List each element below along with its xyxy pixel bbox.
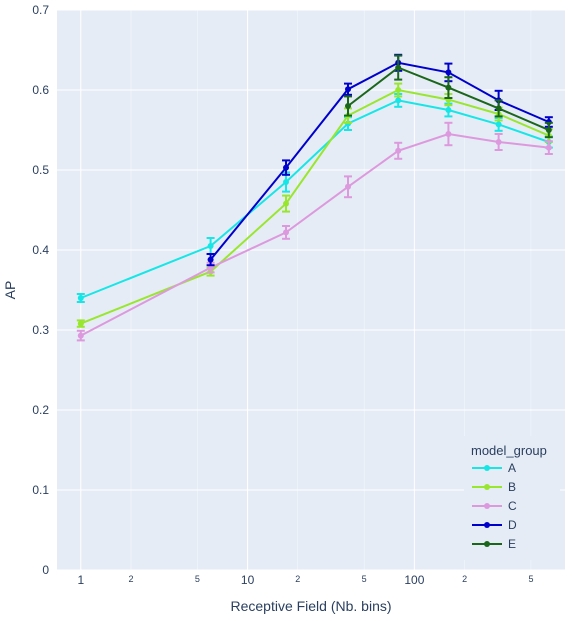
- data-point: [283, 229, 290, 236]
- legend-item-A[interactable]: A: [472, 461, 516, 475]
- x-minor-tick-label: 2: [295, 574, 300, 584]
- x-axis-title: Receptive Field (Nb. bins): [230, 598, 391, 614]
- data-point: [207, 256, 214, 263]
- legend-label: D: [508, 518, 517, 532]
- x-minor-tick-label: 5: [362, 574, 367, 584]
- x-axis-ticks: 1 10 100 2 5 2 5 2 5: [77, 573, 533, 587]
- x-minor-tick-label: 5: [528, 574, 533, 584]
- data-point: [283, 200, 290, 207]
- series-line-B: [80, 88, 550, 325]
- legend-item-B[interactable]: B: [472, 480, 516, 494]
- data-point: [77, 332, 84, 339]
- grid-lines: [57, 9, 565, 571]
- data-point: [545, 144, 552, 151]
- data-point: [495, 139, 502, 145]
- y-tick-label: 0.4: [32, 243, 49, 257]
- legend-swatch-marker: [484, 484, 490, 490]
- data-point: [283, 179, 290, 185]
- data-point: [445, 107, 452, 113]
- data-point: [345, 86, 352, 93]
- data-point: [445, 131, 452, 137]
- x-minor-tick-label: 2: [462, 574, 467, 584]
- data-point: [495, 121, 502, 128]
- series-E: [344, 54, 553, 139]
- legend-item-E[interactable]: E: [472, 537, 516, 551]
- y-axis-title: AP: [2, 281, 18, 300]
- x-tick-label: 10: [241, 573, 255, 587]
- data-point: [345, 183, 352, 190]
- data-point: [345, 103, 352, 109]
- data-series: [76, 53, 553, 342]
- legend-title: model_group: [471, 443, 547, 458]
- data-point: [283, 164, 290, 171]
- y-tick-label: 0.3: [32, 323, 49, 337]
- legend-box: [464, 436, 560, 560]
- data-point: [545, 127, 552, 133]
- series-C: [76, 121, 553, 342]
- legend-label: E: [508, 537, 516, 551]
- y-tick-label: 0.5: [32, 163, 49, 177]
- legend-swatch-marker: [484, 503, 490, 509]
- data-point: [395, 64, 402, 71]
- y-tick-label: 0: [42, 563, 49, 577]
- y-tick-label: 0.1: [32, 483, 49, 497]
- legend-label: B: [508, 480, 516, 494]
- y-tick-label: 0.2: [32, 403, 49, 417]
- data-point: [445, 84, 452, 91]
- legend-label: A: [508, 461, 516, 475]
- legend-swatch-marker: [484, 541, 490, 547]
- series-line-A: [80, 99, 550, 299]
- legend-item-D[interactable]: D: [472, 518, 517, 532]
- x-tick-label: 1: [77, 573, 84, 587]
- data-point: [77, 320, 84, 327]
- legend-item-C[interactable]: C: [472, 499, 517, 513]
- legend-swatch-marker: [484, 465, 490, 471]
- data-point: [77, 295, 84, 301]
- data-point: [495, 105, 502, 112]
- data-point: [395, 97, 402, 104]
- data-point: [395, 147, 402, 154]
- data-point: [207, 243, 214, 249]
- legend-swatch-marker: [484, 522, 490, 528]
- y-tick-label: 0.6: [32, 83, 49, 97]
- x-minor-tick-label: 5: [195, 574, 200, 584]
- data-point: [395, 87, 402, 93]
- legend-label: C: [508, 499, 517, 513]
- x-minor-tick-label: 2: [128, 574, 133, 584]
- y-tick-label: 0.7: [32, 3, 49, 17]
- x-tick-label: 100: [404, 573, 424, 587]
- series-line-C: [80, 132, 549, 337]
- data-point: [445, 69, 452, 76]
- y-axis-ticks: 0 0.1 0.2 0.3 0.4 0.5 0.6 0.7: [32, 3, 49, 577]
